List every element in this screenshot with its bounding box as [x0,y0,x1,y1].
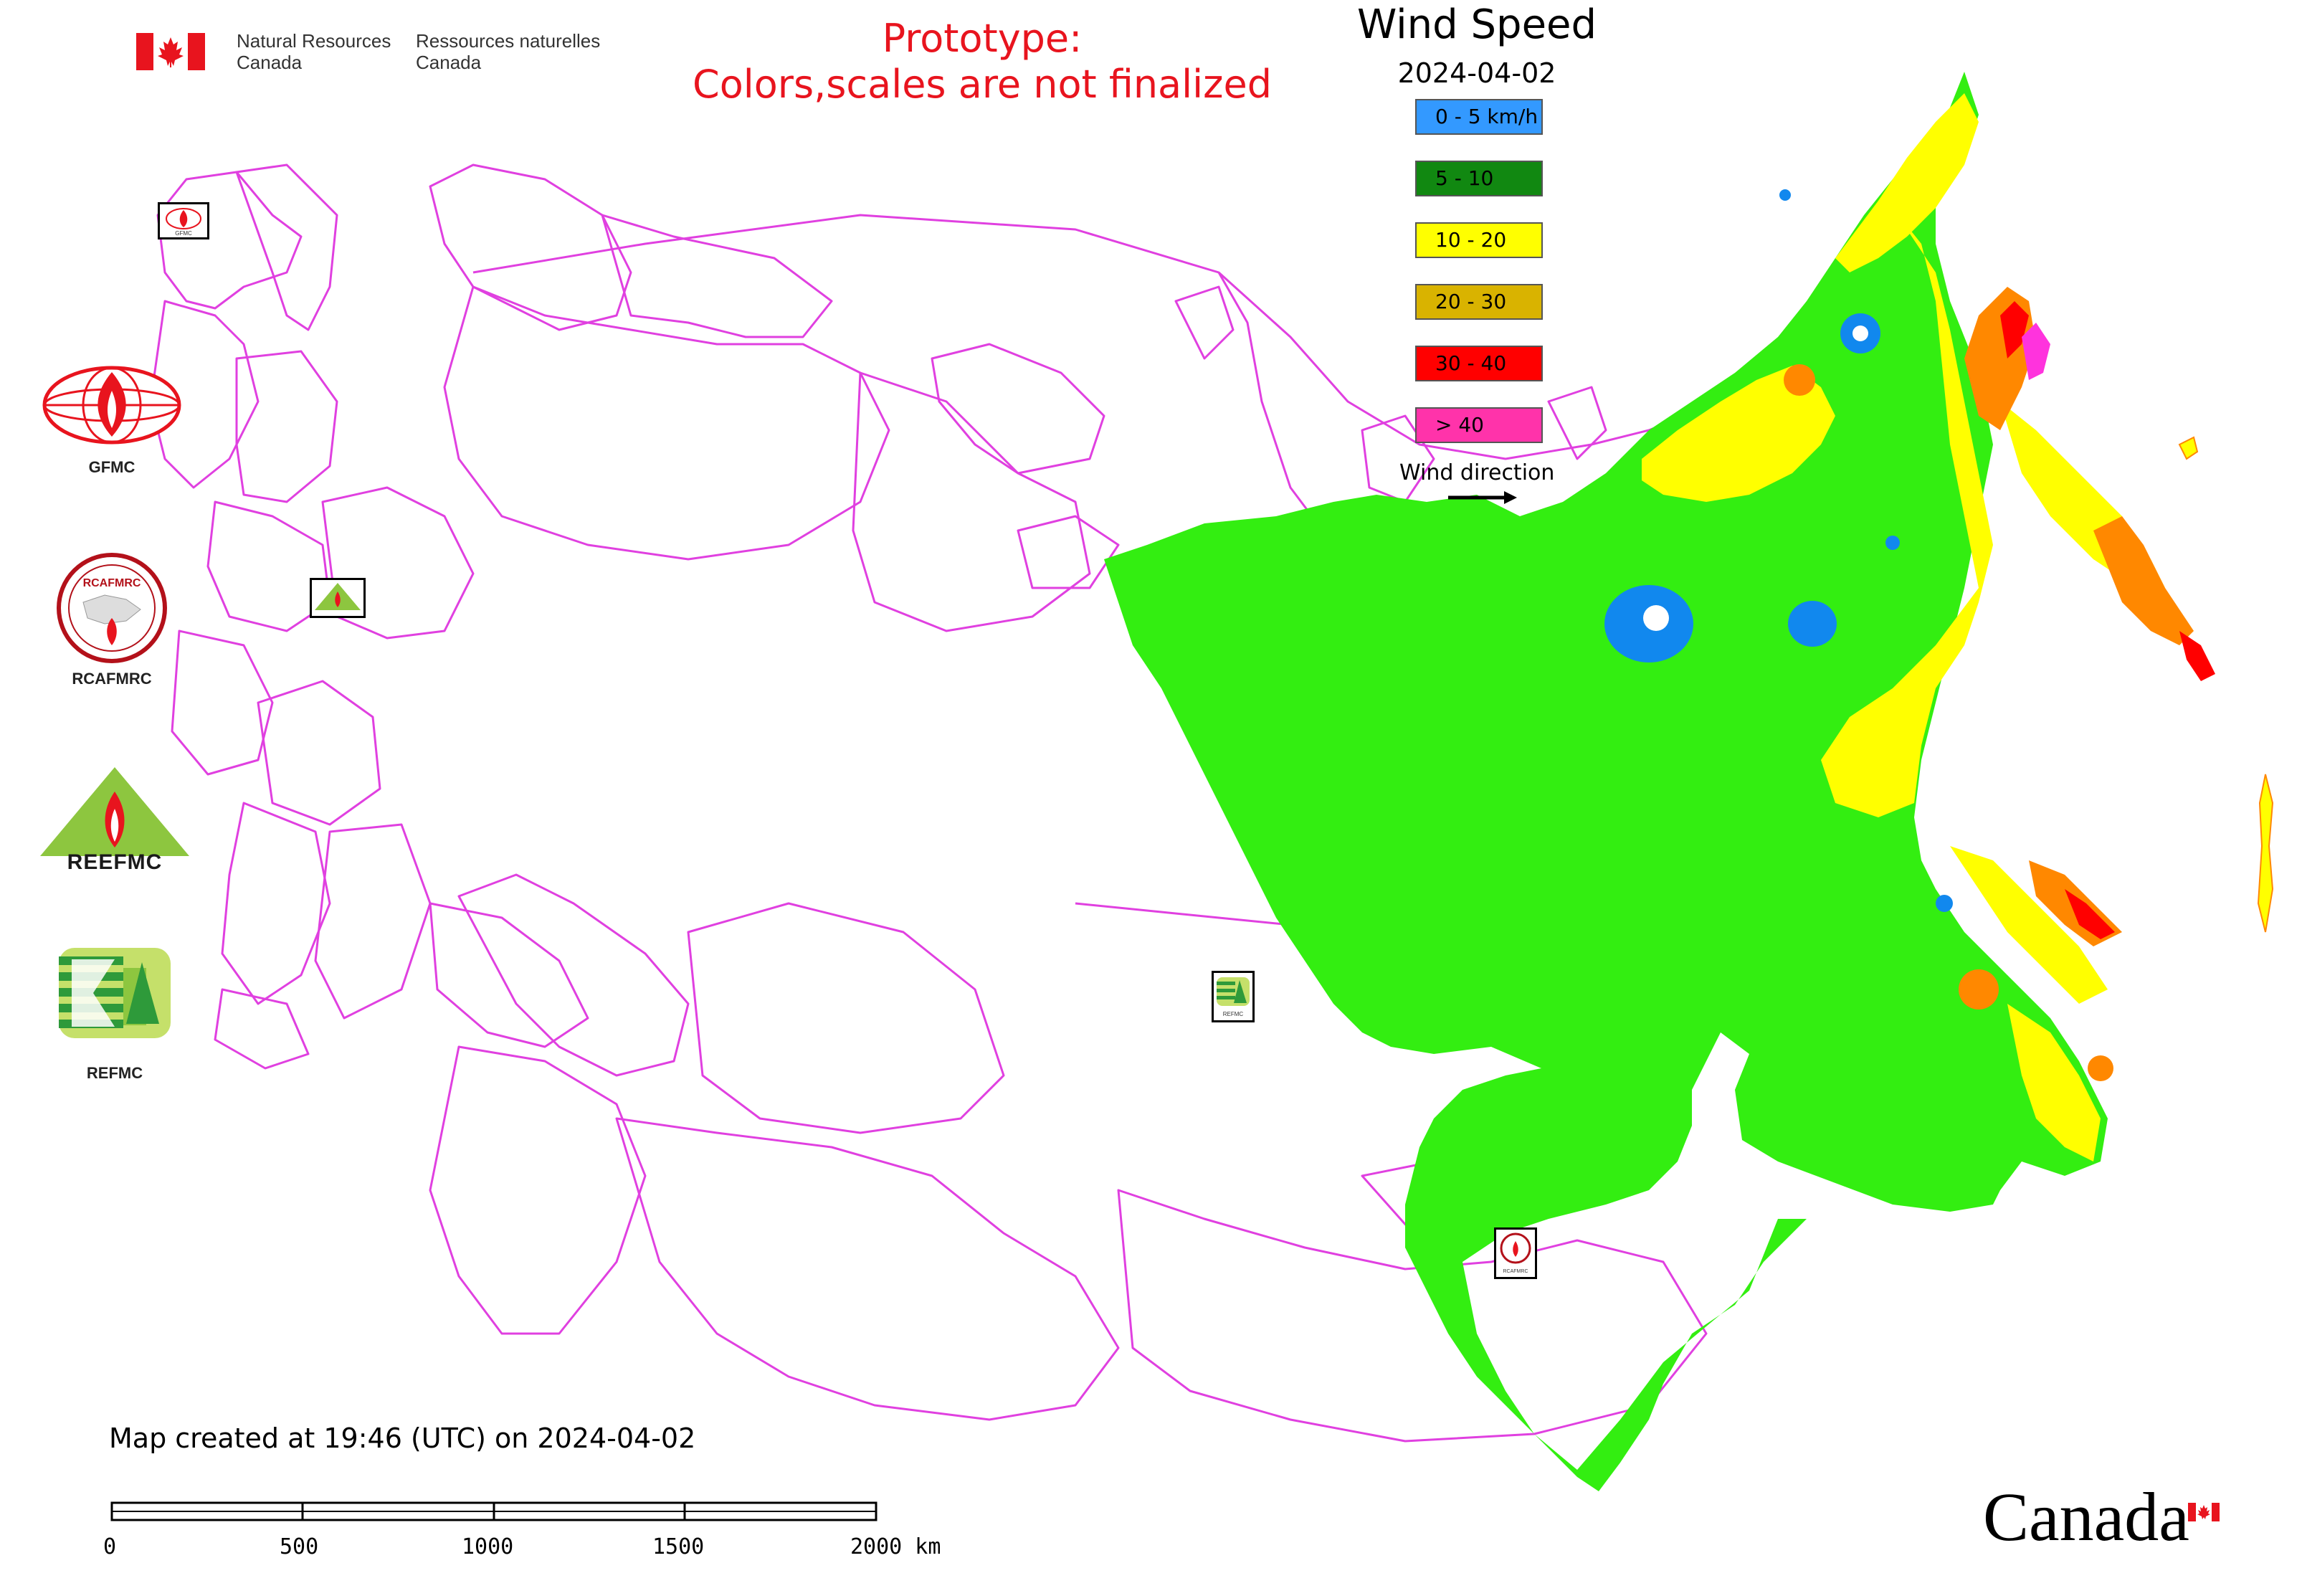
scale-label-500: 500 [280,1534,319,1559]
canada-wordmark: Canada [1983,1478,2189,1555]
gfmc-emblem-icon [42,366,181,445]
map-title: Wind Speed [1356,1,1597,48]
prototype-line1: Prototype: [882,16,1083,61]
legend-item-0-5: 0 - 5 km/h [1415,99,1543,135]
refmc-marker-icon: REFMC [1217,977,1250,1017]
legend-item-above-40: > 40 [1415,407,1543,443]
refmc-label: REFMC [86,1064,143,1082]
agency-name-fr-line1: Ressources naturelles [416,30,601,52]
rcafmrc-emblem-text: RCAFMRC [83,577,141,589]
map-marker-reefmc[interactable] [310,578,366,618]
rcafmrc-label: RCAFMRC [72,670,152,688]
gfmc-logo: GFMC [40,362,184,477]
rcafmrc-marker-icon: RCAFMRC [1500,1232,1531,1274]
map-date: 2024-04-02 [1397,57,1556,89]
wind-direction-label: Wind direction [1399,460,1555,485]
scale-label-1500: 1500 [652,1534,705,1559]
refmc-emblem-icon [59,948,171,1038]
wind-zone-10-20 [1642,93,2165,1162]
map-marker-refmc[interactable]: REFMC [1212,971,1255,1022]
wind-zone-above-40 [2022,323,2050,380]
rcafmrc-emblem-icon: RCAFMRC [57,553,167,663]
rcafmrc-logo: RCAFMRC RCAFMRC [40,552,184,688]
prototype-line2: Colors,scales are not finalized [693,62,1272,107]
map-created-timestamp: Map created at 19:46 (UTC) on 2024-04-02 [109,1422,696,1454]
refmc-logo: REFMC [57,946,172,1090]
gfmc-marker-text: GFMC [175,230,192,237]
scale-bar [110,1501,877,1521]
reefmc-emblem-text: REEFMC [67,850,163,870]
refmc-marker-text: REFMC [1223,1011,1244,1017]
scale-label-0: 0 [103,1534,117,1559]
map-marker-rcafmrc[interactable]: RCAFMRC [1494,1227,1537,1279]
gfmc-marker-icon: GFMC [166,208,201,237]
legend-item-10-20: 10 - 20 [1415,222,1543,258]
legend-item-30-40: 30 - 40 [1415,346,1543,381]
legend-label: 0 - 5 km/h [1435,105,1538,128]
eastern-islands [2178,436,2274,933]
legend-item-5-10: 5 - 10 [1415,161,1543,196]
nrcan-signature: Natural Resources Canada Ressources natu… [136,30,638,80]
legend-item-20-30: 20 - 30 [1415,284,1543,320]
reefmc-marker-icon [315,583,361,610]
gfmc-label: GFMC [88,458,135,476]
legend-label: 20 - 30 [1435,290,1507,313]
calm-centers [1643,326,1868,631]
scale-label-1000: 1000 [462,1534,514,1559]
wind-direction-arrow-icon [1448,491,1517,504]
legend-label: 30 - 40 [1435,351,1507,375]
legend-label: 10 - 20 [1435,228,1507,252]
land-region-low-wind [1104,72,2108,1491]
agency-name-en-line2: Canada [237,52,303,73]
agency-name-en-line1: Natural Resources [237,30,391,52]
rcafmrc-marker-text: RCAFMRC [1503,1269,1528,1274]
prototype-warning: Prototype: Colors,scales are not finaliz… [645,16,1319,108]
reefmc-emblem-icon: REEFMC [40,767,189,874]
canada-flag-icon [136,33,205,70]
wind-zone-30-40 [2000,301,2215,939]
map-marker-gfmc[interactable]: GFMC [158,202,209,239]
legend-label: > 40 [1435,413,1484,437]
reefmc-logo: REEFMC [36,763,194,874]
wordmark-flag-icon [2188,1503,2220,1521]
legend: 0 - 5 km/h 5 - 10 10 - 20 20 - 30 30 - 4… [1415,99,1559,500]
legend-label: 5 - 10 [1435,166,1494,190]
scale-label-2000: 2000 km [850,1534,941,1559]
agency-name-fr-line2: Canada [416,52,482,73]
